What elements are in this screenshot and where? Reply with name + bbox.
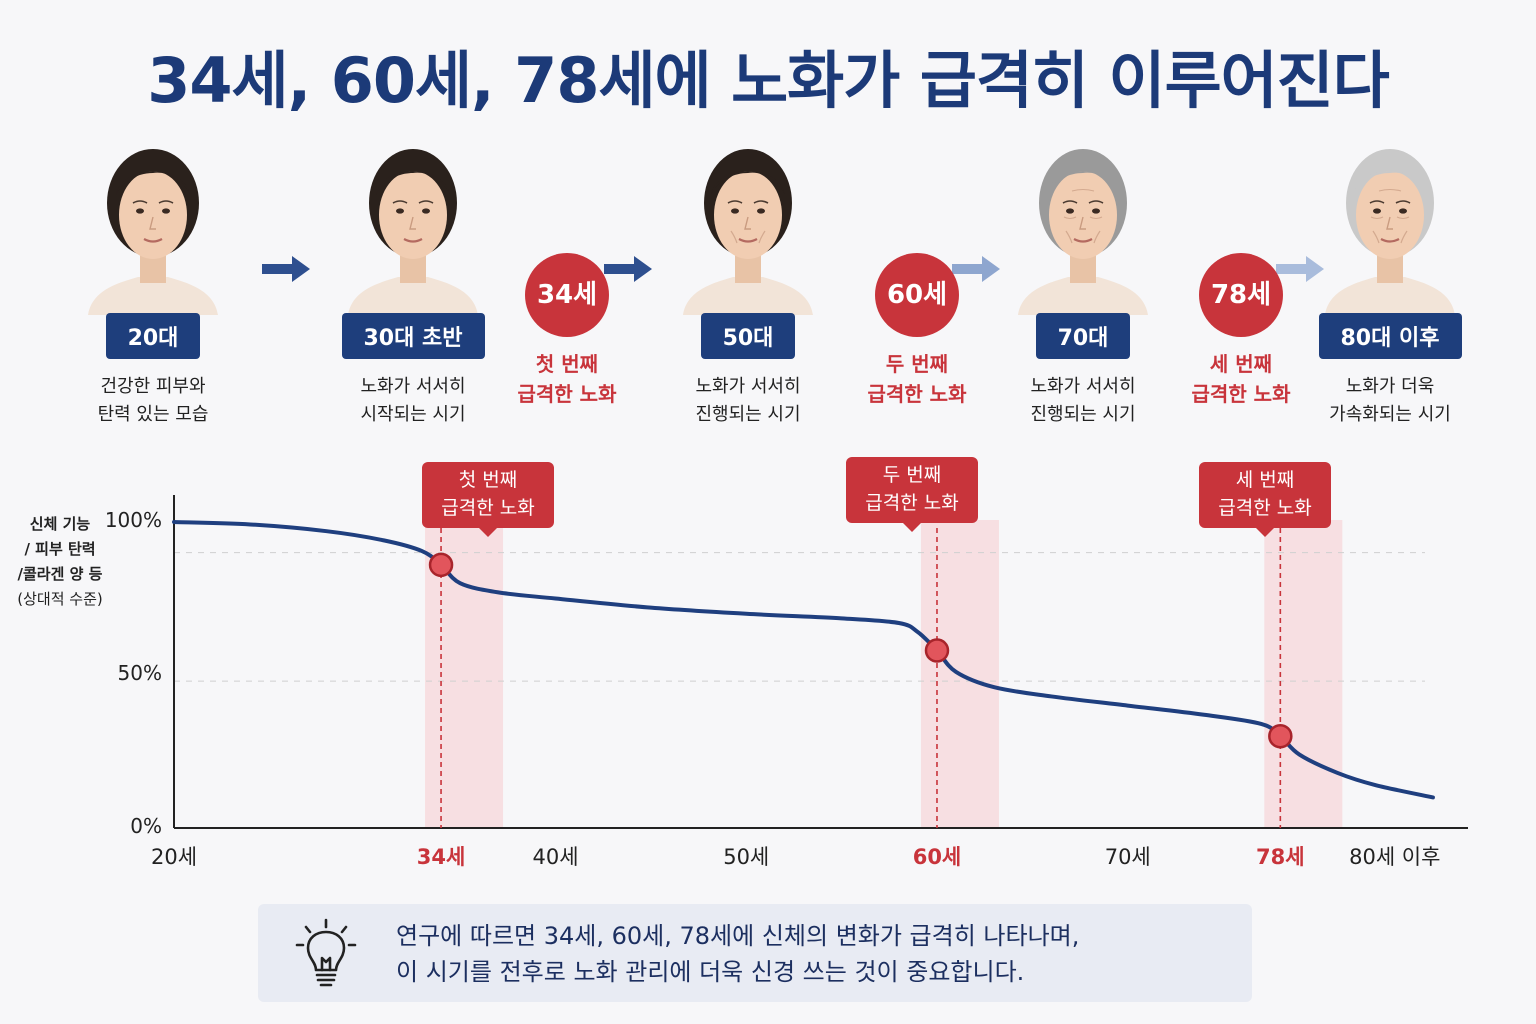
- arrow-right-icon: [604, 256, 652, 282]
- stage-desc: 노화가 더욱 가속화되는 시기: [1305, 373, 1475, 429]
- stage-desc-line: 진행되는 시기: [695, 404, 801, 425]
- stage-desc-line: 노화가 더욱: [1345, 376, 1435, 397]
- callout-line: 급격한 노화: [865, 492, 959, 514]
- x-tick-label: 80세 이후: [1349, 845, 1440, 869]
- marker-78: 78세 세 번째 급격한 노화: [1192, 253, 1290, 406]
- y-tick-label: 100%: [105, 508, 162, 532]
- stage-desc-line: 탄력 있는 모습: [97, 404, 209, 425]
- marker-text-line: 급격한 노화: [1191, 382, 1291, 406]
- note-text: 연구에 따르면 34세, 60세, 78세에 신체의 변화가 급격히 나타나며,…: [396, 918, 1079, 990]
- portrait-20s-icon: [78, 125, 228, 315]
- marker-text-line: 세 번째: [1209, 352, 1273, 376]
- callout-third: 세 번째 급격한 노화: [1199, 462, 1331, 537]
- stage-desc-line: 시작되는 시기: [360, 404, 466, 425]
- stage-label: 20대: [105, 313, 201, 359]
- lightbulb-icon: [295, 918, 357, 987]
- x-tick-label: 34세: [417, 845, 466, 869]
- callout-line: 급격한 노화: [1218, 497, 1312, 519]
- x-tick-label: 50세: [723, 845, 769, 869]
- stage-desc: 건강한 피부와 탄력 있는 모습: [68, 373, 238, 429]
- marker-text: 두 번째 급격한 노화: [868, 349, 967, 409]
- marker-age-badge: 34세: [525, 253, 609, 337]
- portrait-50s-icon: [673, 125, 823, 315]
- x-tick-label: 20세: [151, 845, 197, 869]
- page-title: 34세, 60세, 78세에 노화가 급격히 이루어진다: [147, 44, 1389, 117]
- y-axis-label-line: /콜라겐 양 등: [17, 565, 103, 583]
- stage-label: 50대: [700, 313, 796, 359]
- callout-second: 두 번째 급격한 노화: [846, 457, 978, 532]
- info-note: 연구에 따르면 34세, 60세, 78세에 신체의 변화가 급격히 나타나며,…: [258, 904, 1252, 1002]
- stage-50s: 50대 노화가 서서히 진행되는 시기: [663, 125, 833, 429]
- highlight-point: [428, 552, 454, 578]
- y-axis-label-line: / 피부 탄력: [24, 540, 96, 558]
- y-tick-label: 0%: [130, 814, 162, 838]
- marker-text: 세 번째 급격한 노화: [1192, 349, 1291, 409]
- portrait-80s-icon: [1315, 125, 1465, 315]
- stage-desc-line: 가속화되는 시기: [1329, 404, 1451, 425]
- callout-line: 첫 번째: [458, 469, 518, 491]
- stage-20s: 20대 건강한 피부와 탄력 있는 모습: [68, 125, 238, 429]
- stage-desc: 노화가 서서히 진행되는 시기: [998, 373, 1168, 429]
- x-tick-label: 60세: [913, 845, 962, 869]
- stage-label: 80대 이후: [1318, 313, 1462, 359]
- x-tick-label: 40세: [532, 845, 578, 869]
- aging-curve-chart: 100% 50% 0% 20세 34세 40세 50세 60세 70세 78세 80세 이후: [105, 495, 1468, 869]
- stage-70s: 70대 노화가 서서히 진행되는 시기: [998, 125, 1168, 429]
- marker-age-badge: 60세: [875, 253, 959, 337]
- arrow-right-icon: [952, 256, 1000, 282]
- callout-line: 급격한 노화: [441, 497, 535, 519]
- callout-line: 세 번째: [1235, 469, 1295, 491]
- stage-desc-line: 노화가 서서히: [360, 376, 466, 397]
- y-axis-label-line: 신체 기능: [29, 515, 91, 533]
- highlight-point: [1268, 723, 1293, 749]
- note-line: 이 시기를 전후로 노화 관리에 더욱 신경 쓰는 것이 중요합니다.: [396, 958, 1025, 986]
- stage-desc-line: 노화가 서서히: [695, 376, 801, 397]
- stage-label: 70대: [1035, 313, 1131, 359]
- marker-text: 첫 번째 급격한 노화: [518, 349, 617, 409]
- callout-first: 첫 번째 급격한 노화: [422, 462, 554, 537]
- portrait-30s-icon: [338, 125, 488, 315]
- marker-text-line: 첫 번째: [535, 352, 599, 376]
- marker-text-line: 급격한 노화: [867, 382, 967, 406]
- stage-label: 30대 초반: [341, 313, 485, 359]
- stage-80s: 80대 이후 노화가 더욱 가속화되는 시기: [1305, 125, 1475, 429]
- y-tick-label: 50%: [118, 661, 162, 685]
- highlight-point: [924, 638, 950, 663]
- stage-desc-line: 노화가 서서히: [1030, 376, 1136, 397]
- marker-text-line: 두 번째: [885, 352, 949, 376]
- marker-text-line: 급격한 노화: [517, 382, 617, 406]
- stage-desc: 노화가 서서히 시작되는 시기: [328, 373, 498, 429]
- stage-desc-line: 건강한 피부와: [100, 376, 206, 397]
- arrow-right-icon: [262, 256, 310, 282]
- marker-age-badge: 78세: [1199, 253, 1283, 337]
- y-axis-label-line: (상대적 수준): [17, 590, 103, 608]
- marker-34: 34세 첫 번째 급격한 노화: [518, 253, 616, 406]
- highlight-band: [1264, 520, 1343, 828]
- portrait-70s-icon: [1008, 125, 1158, 315]
- y-axis-label: 신체 기능 / 피부 탄력 /콜라겐 양 등 (상대적 수준): [10, 512, 110, 612]
- arrow-right-icon: [1276, 256, 1324, 282]
- x-tick-label: 70세: [1105, 845, 1151, 869]
- x-tick-label: 78세: [1256, 845, 1305, 869]
- callout-line: 두 번째: [882, 464, 942, 486]
- stage-30s: 30대 초반 노화가 서서히 시작되는 시기: [328, 125, 498, 429]
- series-line: [172, 520, 1435, 800]
- marker-60: 60세 두 번째 급격한 노화: [868, 253, 966, 406]
- stage-desc: 노화가 서서히 진행되는 시기: [663, 373, 833, 429]
- stage-desc-line: 진행되는 시기: [1030, 404, 1136, 425]
- note-line: 연구에 따르면 34세, 60세, 78세에 신체의 변화가 급격히 나타나며,: [396, 922, 1080, 950]
